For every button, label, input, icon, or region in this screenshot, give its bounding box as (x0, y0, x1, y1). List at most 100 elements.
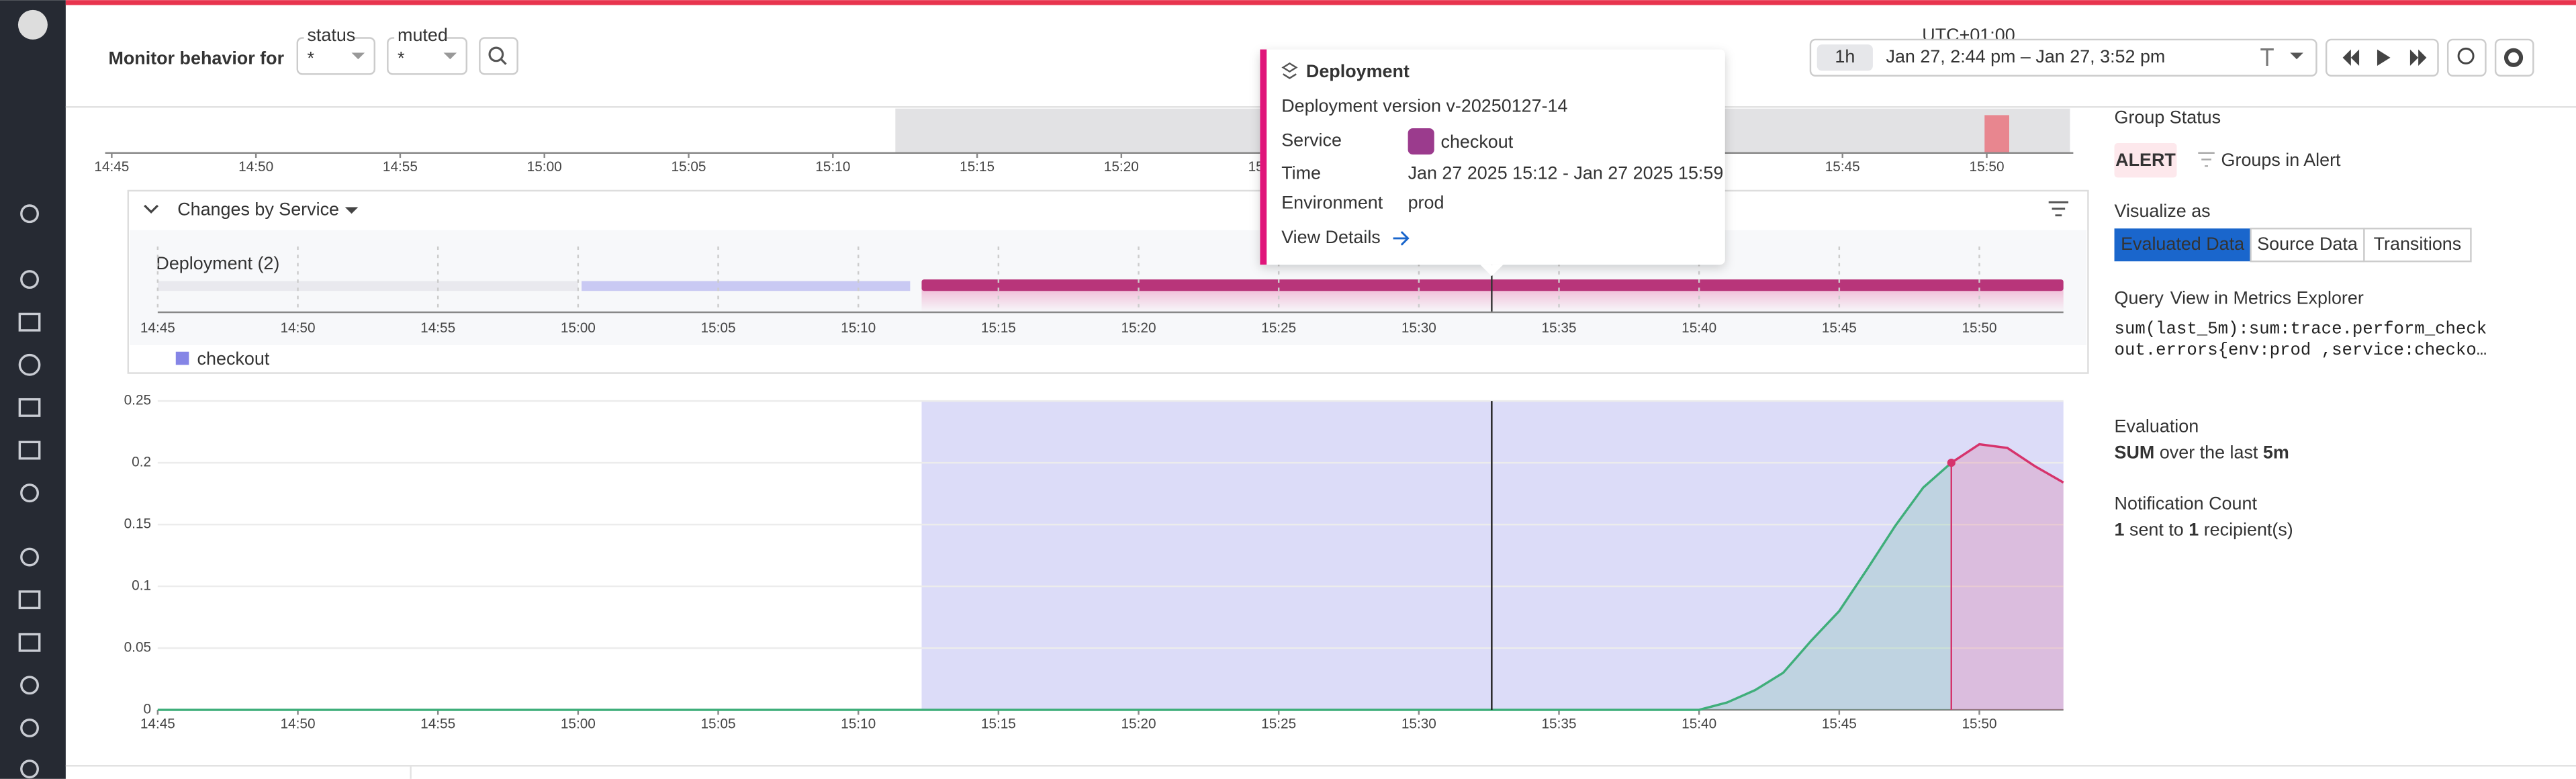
search-button[interactable] (479, 37, 518, 75)
caret[interactable] (2290, 52, 2303, 60)
tooltip-value: Jan 27 2025 15:12 - Jan 27 2025 15:59 (1408, 163, 1724, 183)
collapse[interactable] (144, 204, 158, 214)
x-tick-label: 15:50 (1970, 159, 2005, 175)
x-tick-label: 15:35 (1542, 717, 1577, 732)
x-tick-label: 15:25 (1261, 717, 1296, 732)
service-icon (1408, 128, 1434, 155)
tooltip-value: prod (1408, 193, 1444, 213)
changes-title[interactable]: Changes by Service (177, 199, 339, 219)
nav-infra[interactable] (18, 441, 41, 460)
button-bg[interactable] (2250, 228, 2365, 263)
x-tick-label: 15:10 (841, 717, 876, 732)
x-tick-label: 14:45 (140, 717, 175, 732)
x-tick-label: 14:50 (281, 320, 316, 336)
nav-history[interactable] (20, 270, 39, 289)
button-bg[interactable] (2363, 228, 2472, 263)
search-icon (488, 46, 504, 62)
label-bg (304, 28, 355, 45)
caret[interactable] (344, 207, 359, 214)
x-tick-label: 15:10 (815, 159, 850, 175)
caret (351, 52, 365, 60)
y-tick-label: 0.1 (132, 578, 151, 594)
toggle-button[interactable]: Evaluated Data (2121, 234, 2244, 254)
y-tick-label: 0.05 (124, 640, 151, 655)
nav-dashboards[interactable] (18, 312, 41, 332)
y-tick-label: 0 (144, 702, 152, 717)
sidebar-icons (18, 204, 41, 779)
x-tick-label: 15:05 (701, 717, 736, 732)
x-tick-label: 14:45 (94, 159, 129, 175)
nav-search[interactable] (20, 204, 39, 224)
logo[interactable] (17, 9, 48, 40)
text-part: 1 (2189, 520, 2199, 540)
nav-apm[interactable] (18, 398, 41, 417)
main-chart: 0 0.05 0.1 0.15 0.2 0.25 14:45 14:50 14:55 15:00 1… (124, 393, 2064, 732)
rewind[interactable] (2342, 49, 2360, 66)
x-tick-label: 15:05 (701, 320, 736, 336)
status-value: * (307, 48, 314, 68)
area (157, 463, 1951, 711)
nav-integrations[interactable] (20, 547, 39, 567)
legend-swatch (175, 351, 189, 365)
tooltip-label: Environment (1281, 193, 1383, 213)
zoom-icon (2457, 47, 2475, 64)
line (157, 461, 1952, 711)
tooltip-label: Service (1281, 130, 1342, 150)
x-tick-label: 15:50 (1962, 320, 1997, 336)
deployment-bar[interactable] (582, 281, 911, 291)
nav-monitors[interactable] (18, 353, 41, 376)
filter-icon[interactable] (2048, 201, 2069, 217)
evaluation: SUM over the last 5m (2115, 443, 2289, 463)
nav-synthetics[interactable] (18, 633, 41, 652)
x-tick-label: 15:30 (1401, 717, 1436, 732)
pin-icon[interactable] (2260, 48, 2274, 66)
visualize-label: Visualize as (2115, 201, 2211, 221)
muted-value: * (398, 48, 405, 68)
tooltip-subtitle: Deployment version v-20250127-14 (1281, 95, 1567, 116)
nav-more[interactable] (20, 760, 39, 779)
nav-security[interactable] (20, 719, 39, 737)
query-link[interactable]: View in Metrics Explorer (2170, 288, 2364, 308)
overview: 14:45 14:50 14:55 15:00 15:05 15:10 15:15 15:20… (94, 108, 2074, 175)
groups-in-alert[interactable]: Groups in Alert (2221, 150, 2341, 170)
zoom-out[interactable] (2446, 38, 2487, 77)
toggle-button[interactable]: Transitions (2374, 234, 2462, 254)
search-icon (500, 58, 507, 65)
status-label: status (307, 25, 355, 45)
text-part: sent to (2125, 520, 2189, 540)
nav-ci[interactable] (20, 484, 39, 503)
x-tick-label: 15:20 (1121, 320, 1156, 336)
query-label: Query (2115, 288, 2164, 308)
tooltip-title: Deployment (1306, 61, 1410, 81)
x-tick-label: 15:40 (1682, 320, 1716, 336)
x-tick-label: 14:55 (383, 159, 418, 175)
button-bg[interactable] (2114, 228, 2251, 262)
x-tick-label: 14:50 (238, 159, 273, 175)
alert-stripe (65, 0, 2576, 5)
settings[interactable] (2494, 38, 2534, 77)
x-tick-label: 15:15 (960, 159, 995, 175)
x-tick-label: 15:15 (981, 717, 1016, 732)
y-tick-label: 0.25 (124, 393, 151, 408)
alert-status: ALERT (2115, 150, 2176, 170)
view-details[interactable]: View Details (1281, 227, 1381, 247)
range-chip[interactable] (1816, 44, 1873, 71)
sidebar (0, 0, 66, 779)
time-picker[interactable] (1809, 38, 2317, 77)
forward[interactable] (2409, 49, 2427, 66)
x-tick-label: 15:10 (841, 320, 876, 336)
x-tick-label: 15:35 (1542, 320, 1577, 336)
tooltip-pointer (1480, 265, 1504, 277)
nav-logs[interactable] (18, 590, 41, 610)
nav-links[interactable] (20, 676, 39, 695)
x-tick-label: 15:00 (527, 159, 562, 175)
evaluation-label: Evaluation (2115, 416, 2199, 436)
x-tick-label: 15:05 (671, 159, 706, 175)
x-tick-label: 15:20 (1121, 717, 1156, 732)
toggle-button[interactable]: Source Data (2257, 234, 2358, 254)
x-tick-label: 14:55 (420, 717, 455, 732)
play[interactable] (2377, 49, 2391, 66)
area (1951, 444, 2064, 711)
deployment-bar[interactable] (157, 281, 579, 291)
